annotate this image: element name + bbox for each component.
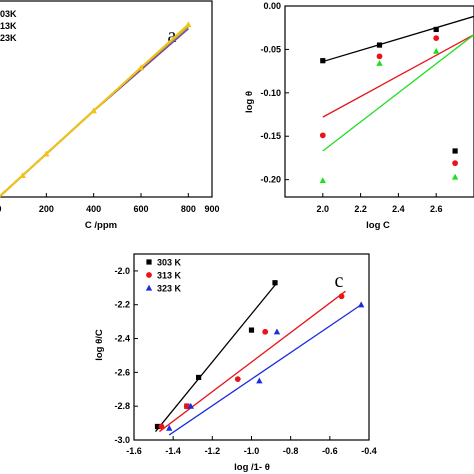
- y-tick-label-c: -2.4: [114, 334, 130, 344]
- x-tick-label-a: 400: [86, 204, 101, 214]
- data-point-a: [19, 172, 26, 179]
- data-point-b-2: [319, 177, 326, 184]
- x-tick-label-c: -0.8: [283, 446, 299, 456]
- fit-line-b-2: [322, 34, 474, 152]
- y-tick-label-b: 0.00: [263, 1, 281, 11]
- legend-marker-c-1: [146, 272, 152, 278]
- fit-line-b-1: [322, 34, 474, 118]
- x-tick-label-c: -1.4: [165, 446, 181, 456]
- data-point-c-1: [338, 293, 345, 300]
- fit-line-c-2: [168, 304, 362, 436]
- data-point-a: [90, 107, 97, 114]
- y-tick-label-c: -3.0: [114, 435, 130, 445]
- x-tick-label-c: -1.0: [244, 446, 260, 456]
- x-tick-label-c: -1.2: [205, 446, 221, 456]
- x-tick-label-a: 800: [181, 204, 196, 214]
- panel-letter-c: c: [335, 270, 344, 292]
- x-axis-label-a: C /ppm: [85, 220, 117, 231]
- data-point-c-1: [262, 328, 269, 335]
- data-point-b-1: [452, 160, 458, 167]
- legend-label-c: 313 K: [157, 271, 182, 281]
- data-point-a: [185, 21, 192, 28]
- data-point-b-1: [319, 132, 326, 139]
- y-axis-label-c: log θ/C: [94, 329, 105, 361]
- data-point-b-0: [452, 148, 458, 154]
- legend-label-c: 303 K: [157, 258, 182, 268]
- data-point-c-2: [166, 424, 173, 431]
- data-point-b-0: [320, 58, 326, 64]
- data-point-b-2: [433, 47, 440, 54]
- x-axis-label-c: log /1- θ: [234, 462, 270, 473]
- x-tick-label-b: 2.6: [430, 204, 443, 214]
- x-tick-label-a: 600: [133, 204, 148, 214]
- fit-line-c-0: [155, 282, 278, 432]
- x-tick-label-c: -0.4: [361, 446, 377, 456]
- data-point-b-1: [376, 53, 383, 60]
- x-tick-label-c: -0.6: [322, 446, 338, 456]
- x-tick-label-a: 0: [0, 204, 2, 214]
- data-point-b-2: [376, 60, 383, 66]
- data-point-c-2: [187, 402, 194, 409]
- legend-marker-c-2: [145, 284, 153, 291]
- data-point-b-0: [376, 42, 383, 48]
- data-point-c-2: [256, 377, 263, 384]
- legend-marker-c-0: [146, 259, 152, 265]
- data-point-c-1: [234, 376, 241, 383]
- data-point-b-1: [433, 35, 440, 42]
- plot-frame-a: [0, 0, 213, 198]
- y-tick-label-b: -0.15: [260, 131, 281, 141]
- x-tick-label-c: -1.6: [126, 446, 142, 456]
- y-tick-label-c: -2.0: [114, 266, 130, 276]
- data-point-b-2: [451, 173, 459, 180]
- x-tick-label-b: 2.0: [317, 204, 330, 214]
- data-point-c-0: [248, 327, 255, 333]
- data-point-a: [43, 150, 50, 157]
- fit-line-b-0: [322, 15, 474, 63]
- x-tick-label-a: 900: [204, 204, 219, 214]
- series-line-a-2: [0, 23, 190, 198]
- data-point-c-2: [273, 328, 281, 335]
- y-tick-label-c: -2.8: [114, 401, 130, 411]
- data-point-c-0: [196, 374, 202, 381]
- data-point-b-0: [433, 26, 439, 33]
- data-point-c-2: [357, 301, 365, 308]
- legend-label-c: 323 K: [157, 284, 182, 294]
- x-tick-label-b: 2.4: [392, 204, 405, 214]
- data-point-a: [137, 64, 145, 71]
- panel-letter-a: a: [168, 25, 177, 47]
- y-tick-label-b: -0.20: [260, 175, 281, 185]
- y-tick-label-c: -2.6: [114, 367, 130, 377]
- y-axis-label-b: log θ: [244, 91, 255, 113]
- data-point-c-0: [154, 423, 161, 430]
- data-point-c-0: [272, 280, 278, 286]
- x-tick-label-b: 2.2: [354, 204, 367, 214]
- y-tick-label-b: -0.05: [260, 44, 281, 54]
- plot-frame-b: [284, 5, 474, 198]
- x-tick-label-a: 200: [39, 204, 54, 214]
- y-tick-label-c: -2.2: [114, 300, 130, 310]
- data-point-c-1: [158, 423, 165, 430]
- y-tick-label-b: -0.10: [260, 88, 281, 98]
- x-axis-label-b: log C: [366, 220, 390, 231]
